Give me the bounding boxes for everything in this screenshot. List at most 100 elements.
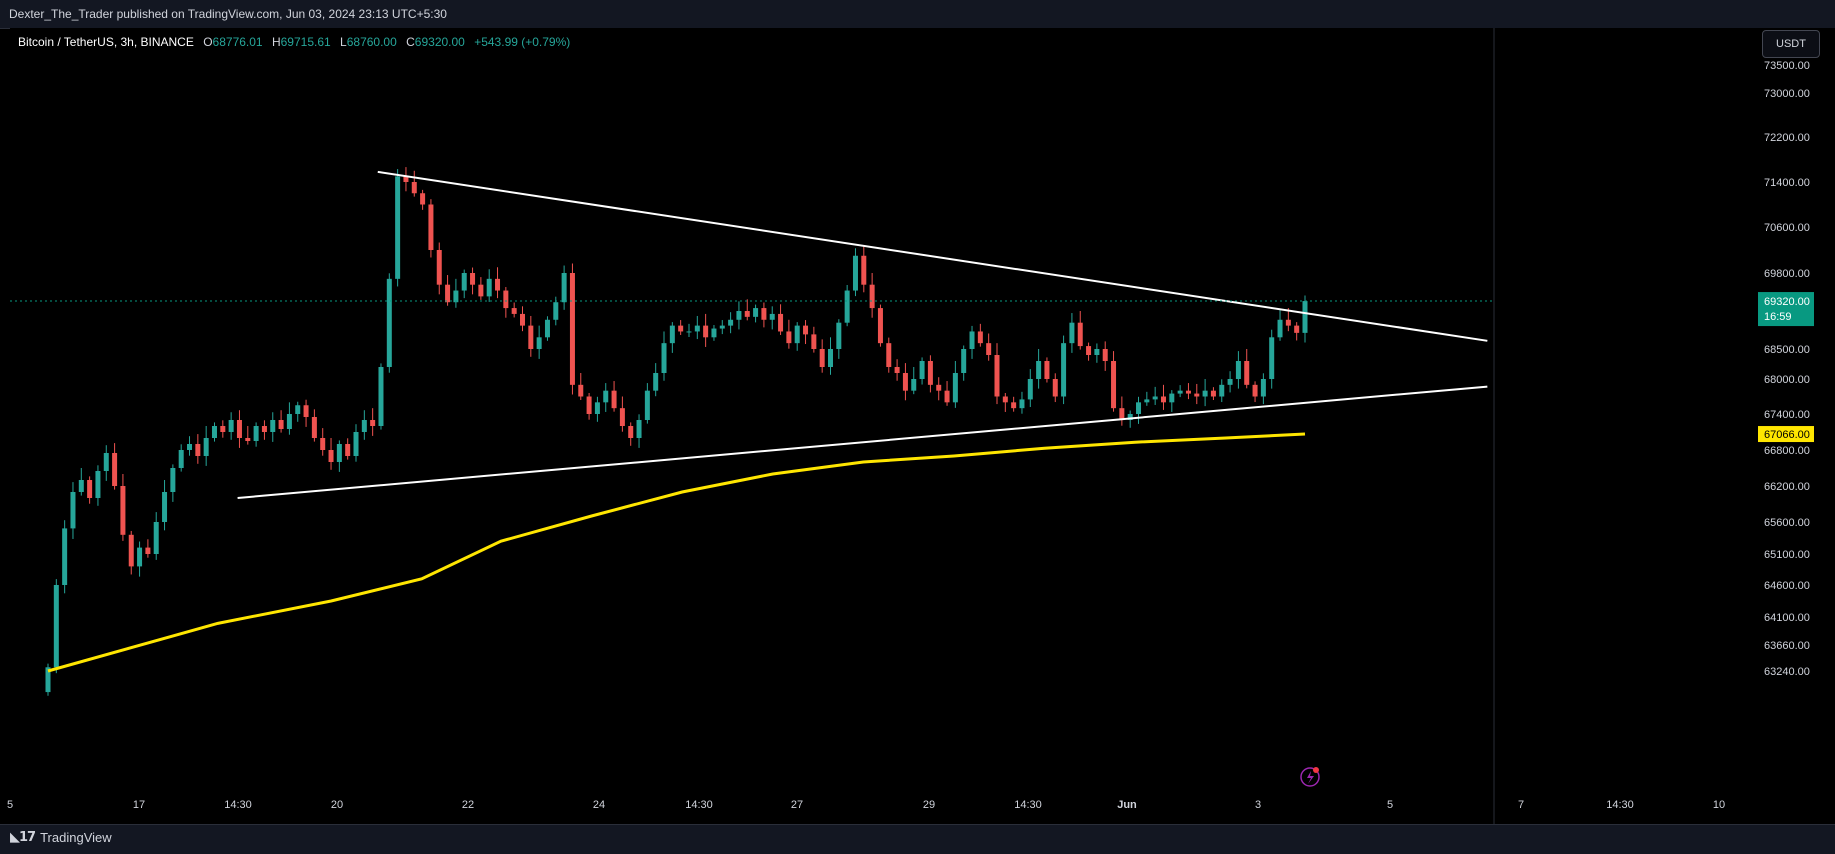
candle-body (936, 384, 942, 391)
time-tick-label: 24 (593, 799, 605, 811)
candle-body (1086, 346, 1092, 355)
candle-body (45, 667, 51, 693)
candle-body (1069, 322, 1075, 344)
last-price-countdown: 16:59 (1764, 311, 1792, 323)
candle-body (961, 349, 967, 373)
change-value: +543.99 (+0.79%) (474, 35, 571, 49)
candle-body (836, 322, 842, 349)
candle-body (195, 444, 201, 456)
candle-body (669, 325, 675, 344)
candle-body (844, 290, 850, 323)
candle-body (145, 547, 151, 554)
price-tick-label: 68000.00 (1764, 374, 1810, 386)
price-tick-label: 68500.00 (1764, 344, 1810, 356)
footer-bar (0, 824, 1835, 854)
candle-body (811, 334, 817, 349)
tradingview-brand[interactable]: ◣17 TradingView (10, 830, 112, 845)
price-tick-label: 63660.00 (1764, 640, 1810, 652)
price-tick-label: 66800.00 (1764, 445, 1810, 457)
candle-body (794, 325, 800, 344)
candle-body (1227, 379, 1233, 385)
candle-body (694, 325, 700, 332)
candle-body (353, 432, 359, 456)
candle-body (503, 290, 509, 309)
candle-body (636, 420, 642, 438)
candle-body (303, 405, 309, 417)
candle-body (1285, 319, 1291, 326)
symbol-legend: Bitcoin / TetherUS, 3h, BINANCE O68776.0… (18, 35, 570, 49)
candle-body (187, 444, 193, 450)
trendline-upper (377, 170, 1488, 342)
low-value: 68760.00 (346, 35, 397, 49)
candle-body (453, 290, 459, 303)
candle-body (1219, 384, 1225, 397)
candle-body (1210, 390, 1216, 397)
candle-body (536, 337, 542, 349)
candle-body (1144, 399, 1150, 403)
last-price-value: 69320.00 (1764, 296, 1810, 308)
candle-body (236, 420, 242, 438)
low-label: L (340, 35, 347, 49)
candle-body (644, 390, 650, 420)
candle-body (1294, 325, 1300, 333)
price-tick-label: 72200.00 (1764, 132, 1810, 144)
candle-body (320, 438, 326, 450)
candle-body (861, 255, 867, 285)
candle-body (1036, 361, 1042, 379)
candle-body (1152, 396, 1158, 400)
last-price-badge (1758, 292, 1814, 327)
time-tick-label: 27 (791, 799, 803, 811)
candle-body (336, 444, 342, 462)
price-tick-label: 64600.00 (1764, 580, 1810, 592)
candle-body (719, 325, 725, 329)
candle-body (894, 367, 900, 373)
candle-body (969, 331, 975, 349)
candle-body (470, 273, 476, 285)
candle-body (178, 450, 184, 468)
candle-body (395, 176, 401, 279)
time-tick-label: 14:30 (1606, 799, 1634, 811)
time-tick-label: 14:30 (224, 799, 252, 811)
trendline-lower (237, 385, 1488, 499)
candle-body (1302, 301, 1308, 333)
candle-body (295, 405, 301, 414)
candle-body (1160, 396, 1166, 403)
candle-body (769, 313, 775, 320)
candle-body (886, 343, 892, 367)
candle-body (328, 450, 334, 462)
candle-body (678, 325, 684, 332)
time-tick-label: 20 (331, 799, 343, 811)
candle-body (95, 471, 101, 498)
candle-body (128, 534, 134, 567)
time-tick-label: 29 (923, 799, 935, 811)
time-tick-label: 5 (1387, 799, 1393, 811)
candle-body (286, 414, 292, 429)
candle-body (495, 278, 501, 291)
candle-body (977, 331, 983, 344)
candle-body (120, 486, 126, 535)
candle-body (1044, 361, 1050, 379)
candle-body (103, 453, 109, 471)
currency-button[interactable]: USDT (1762, 30, 1820, 58)
price-tick-label: 71400.00 (1764, 177, 1810, 189)
candle-body (311, 417, 317, 438)
candle-body (203, 438, 209, 456)
candle-body (211, 426, 217, 438)
price-tick-label: 70600.00 (1764, 222, 1810, 234)
candle-body (561, 273, 567, 303)
candle-body (137, 547, 143, 567)
candle-body (952, 373, 958, 403)
candle-body (994, 355, 1000, 397)
candle-body (1194, 393, 1200, 397)
candle-body (220, 426, 226, 432)
notification-dot-icon (1313, 767, 1319, 773)
price-tick-label: 63240.00 (1764, 666, 1810, 678)
symbol-name[interactable]: Bitcoin / TetherUS, 3h, BINANCE (18, 35, 194, 49)
time-tick-label: 14:30 (1014, 799, 1042, 811)
candle-body (869, 284, 875, 309)
time-tick-label: 17 (133, 799, 145, 811)
candle-body (1119, 408, 1125, 420)
candle-body (828, 349, 834, 367)
candle-body (53, 585, 59, 668)
